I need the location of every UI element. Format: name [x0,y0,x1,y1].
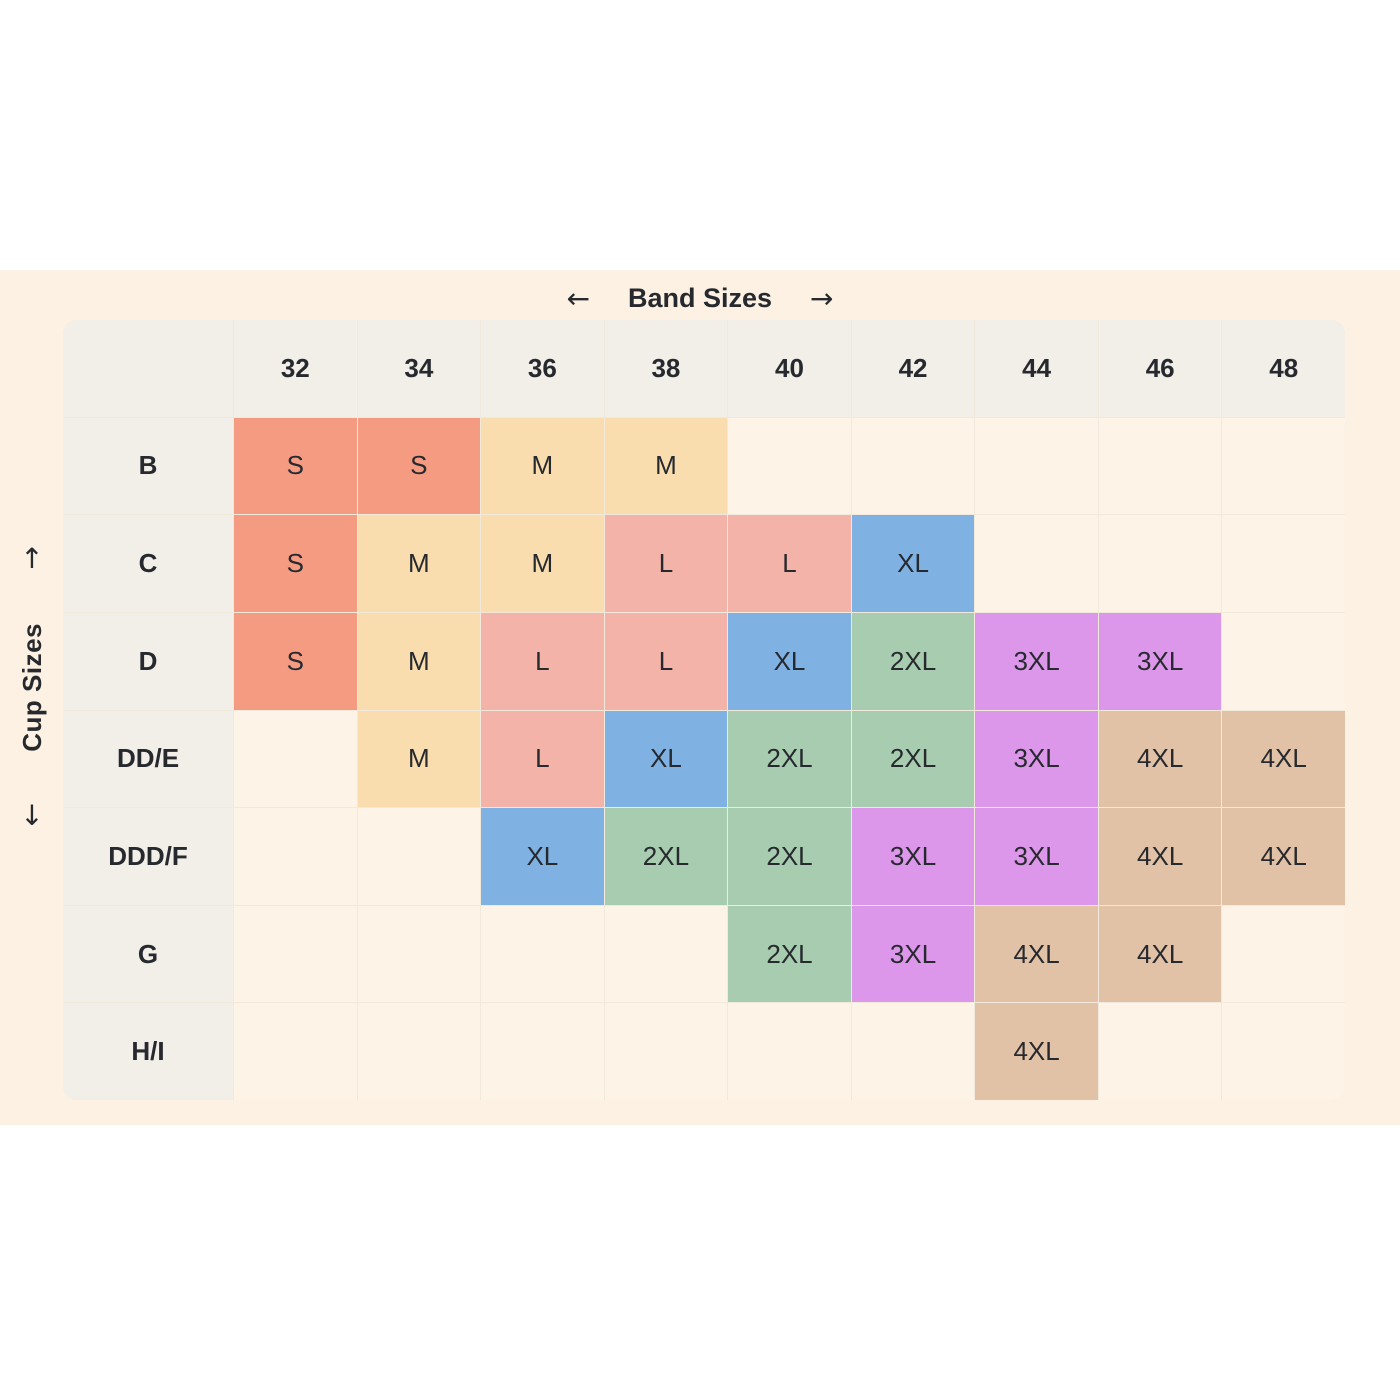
size-cell-b-38: M [604,417,728,515]
size-cell-c-42: XL [851,515,975,612]
size-cell-d-36: L [481,612,604,710]
size-cell-dd-e-34: M [357,710,481,808]
size-cell-g-46: 4XL [1098,905,1222,1003]
cup-sizes-axis-label: Cup Sizes [16,622,47,752]
empty-cell-h-i-42 [851,1003,975,1100]
size-cell-d-44: 3XL [975,612,1098,710]
empty-cell-h-i-32 [234,1003,357,1100]
band-sizes-axis-label: Band Sizes [627,283,773,313]
size-cell-dd-e-42: 2XL [851,710,975,808]
band-size-header-34: 34 [357,320,481,417]
left-arrow-icon: ← [566,282,590,315]
size-cell-d-34: M [357,612,481,710]
size-cell-c-38: L [604,515,728,612]
empty-cell-h-i-48 [1222,1003,1345,1100]
empty-cell-c-44 [975,515,1098,612]
down-arrow-icon: ↓ [20,799,44,832]
size-chart-panel: ← Band Sizes → ↑ Cup Sizes ↓ 32 34 36 38 40 4… [0,270,1400,1125]
size-cell-ddd-f-38: 2XL [604,808,728,905]
size-cell-g-42: 3XL [851,905,975,1003]
size-cell-d-38: L [604,612,728,710]
size-cell-b-32: S [234,417,357,515]
up-arrow-icon: ↑ [20,542,44,575]
empty-cell-h-i-46 [1098,1003,1222,1100]
size-cell-ddd-f-48: 4XL [1222,808,1345,905]
corner-cell [63,320,233,417]
empty-cell-g-48 [1222,905,1345,1003]
empty-cell-h-i-40 [728,1003,851,1100]
size-cell-c-32: S [234,515,357,612]
band-size-header-36: 36 [481,320,604,417]
band-size-header-44: 44 [975,320,1098,417]
empty-cell-ddd-f-32 [234,808,357,905]
size-cell-g-40: 2XL [728,905,851,1003]
empty-cell-b-44 [975,417,1098,515]
size-cell-d-46: 3XL [1098,612,1222,710]
cup-size-header-h-i: H/I [63,1003,233,1100]
empty-cell-d-48 [1222,612,1345,710]
cup-size-header-c: C [63,515,233,612]
size-cell-dd-e-48: 4XL [1222,710,1345,808]
empty-cell-dd-e-32 [234,710,357,808]
empty-cell-g-34 [357,905,481,1003]
right-arrow-icon: → [810,282,834,315]
band-size-header-38: 38 [604,320,728,417]
empty-cell-g-36 [481,905,604,1003]
cup-size-header-ddd-f: DDD/F [63,808,233,905]
size-cell-dd-e-44: 3XL [975,710,1098,808]
empty-cell-b-40 [728,417,851,515]
empty-cell-g-38 [604,905,728,1003]
size-cell-ddd-f-36: XL [481,808,604,905]
size-cell-ddd-f-46: 4XL [1098,808,1222,905]
cup-size-header-b: B [63,417,233,515]
empty-cell-h-i-34 [357,1003,481,1100]
size-cell-dd-e-46: 4XL [1098,710,1222,808]
empty-cell-c-46 [1098,515,1222,612]
empty-cell-h-i-36 [481,1003,604,1100]
empty-cell-g-32 [234,905,357,1003]
empty-cell-ddd-f-34 [357,808,481,905]
size-cell-c-36: M [481,515,604,612]
size-chart-table: 32 34 36 38 40 42 44 46 48 B S S M M C S M M L L XL D S M L L XL 2X… [63,320,1345,1100]
band-sizes-axis: ← Band Sizes → [0,282,1400,315]
size-cell-d-42: 2XL [851,612,975,710]
size-cell-c-34: M [357,515,481,612]
size-cell-d-32: S [234,612,357,710]
size-cell-dd-e-36: L [481,710,604,808]
size-cell-c-40: L [728,515,851,612]
band-size-header-40: 40 [728,320,851,417]
size-cell-d-40: XL [728,612,851,710]
cup-sizes-axis: ↑ Cup Sizes ↓ [4,542,60,832]
band-size-header-48: 48 [1222,320,1345,417]
size-cell-dd-e-38: XL [604,710,728,808]
size-cell-ddd-f-40: 2XL [728,808,851,905]
size-cell-h-i-44: 4XL [975,1003,1098,1100]
empty-cell-b-46 [1098,417,1222,515]
empty-cell-c-48 [1222,515,1345,612]
cup-size-header-d: D [63,612,233,710]
size-cell-b-36: M [481,417,604,515]
size-cell-ddd-f-42: 3XL [851,808,975,905]
size-cell-ddd-f-44: 3XL [975,808,1098,905]
band-size-header-46: 46 [1098,320,1222,417]
size-cell-g-44: 4XL [975,905,1098,1003]
size-cell-dd-e-40: 2XL [728,710,851,808]
empty-cell-h-i-38 [604,1003,728,1100]
empty-cell-b-42 [851,417,975,515]
cup-size-header-g: G [63,905,233,1003]
cup-size-header-dd-e: DD/E [63,710,233,808]
band-size-header-32: 32 [234,320,357,417]
band-size-header-42: 42 [851,320,975,417]
empty-cell-b-48 [1222,417,1345,515]
size-cell-b-34: S [357,417,481,515]
